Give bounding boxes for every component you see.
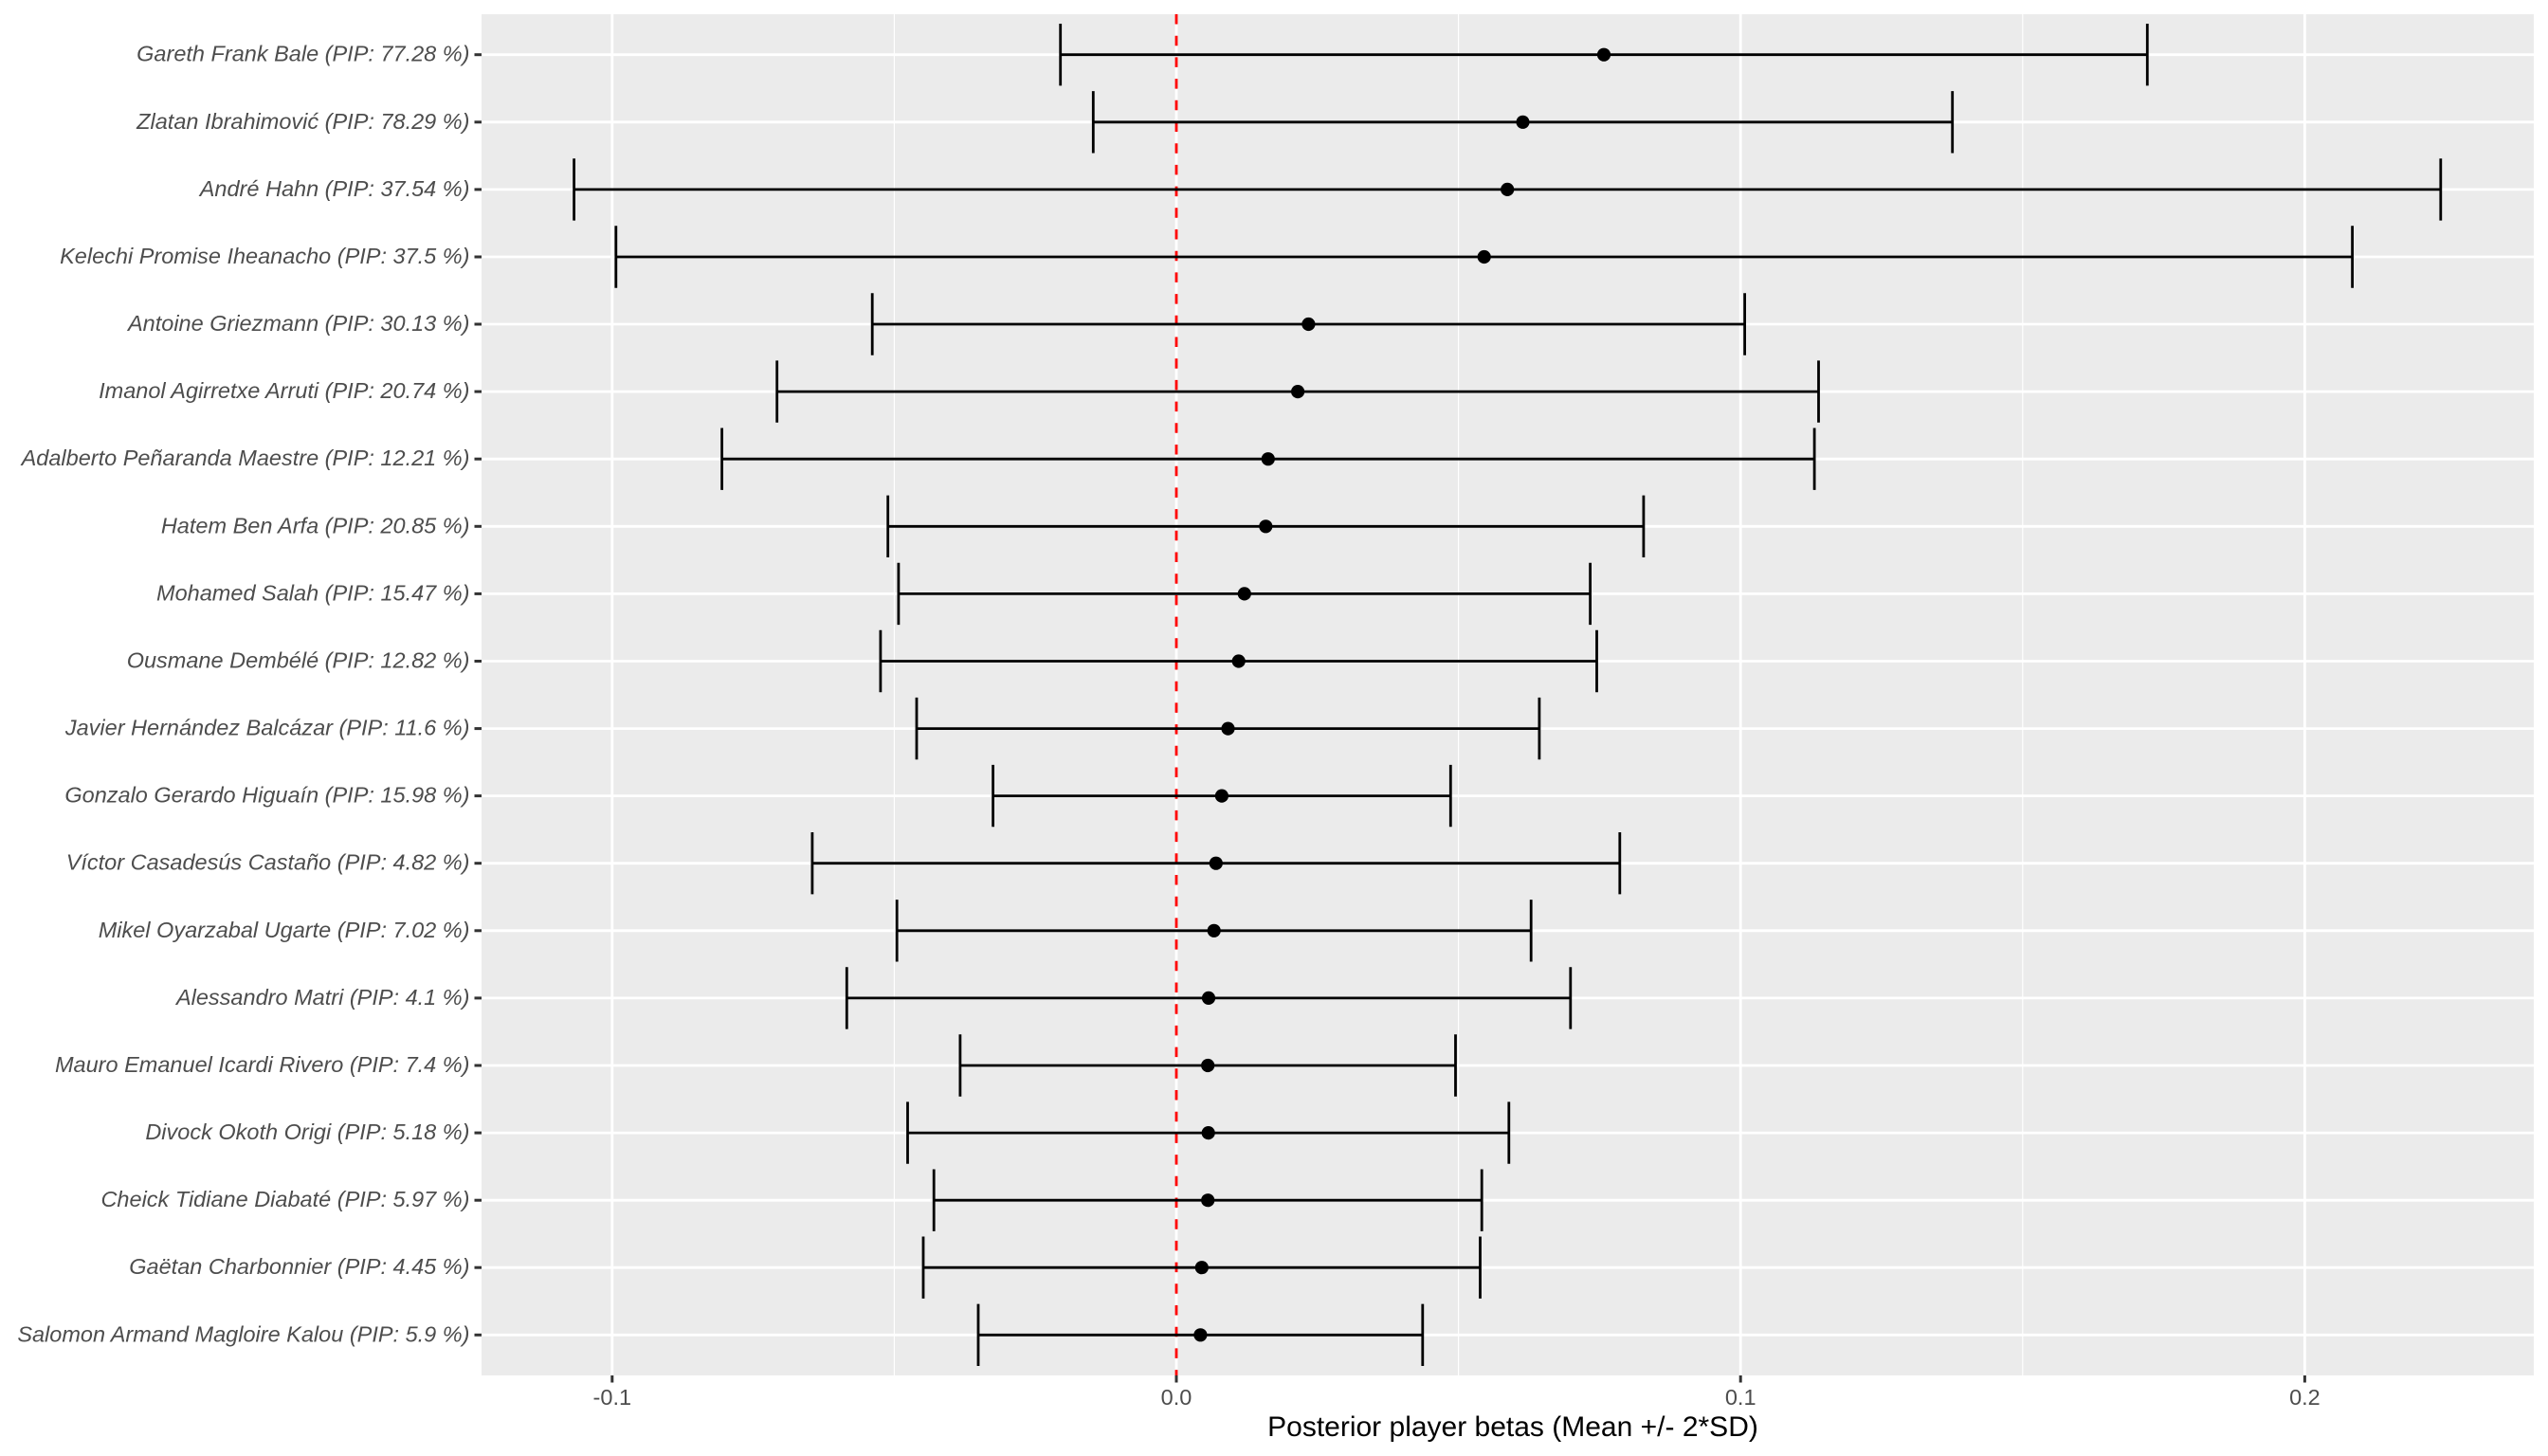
svg-text:Hatem Ben Arfa (PIP: 20.85 %): Hatem Ben Arfa (PIP: 20.85 %): [161, 513, 470, 537]
svg-text:Posterior player betas (Mean +: Posterior player betas (Mean +/- 2*SD): [1267, 1411, 1758, 1443]
svg-text:Gaëtan Charbonnier (PIP: 4.45: Gaëtan Charbonnier (PIP: 4.45 %): [129, 1254, 469, 1279]
svg-text:-0.1: -0.1: [593, 1385, 632, 1410]
svg-text:0.0: 0.0: [1161, 1385, 1192, 1410]
svg-text:Kelechi Promise Iheanacho (PIP: Kelechi Promise Iheanacho (PIP: 37.5 %): [60, 244, 469, 268]
svg-text:Salomon Armand Magloire Kalou: Salomon Armand Magloire Kalou (PIP: 5.9 …: [17, 1321, 469, 1346]
svg-text:André Hahn (PIP: 37.54 %): André Hahn (PIP: 37.54 %): [198, 176, 470, 201]
svg-text:Víctor Casadesús Castaño (PIP:: Víctor Casadesús Castaño (PIP: 4.82 %): [66, 850, 470, 875]
svg-text:Mauro Emanuel Icardi Rivero (P: Mauro Emanuel Icardi Rivero (PIP: 7.4 %): [55, 1052, 470, 1077]
svg-text:Imanol Agirretxe Arruti (PIP:: Imanol Agirretxe Arruti (PIP: 20.74 %): [99, 378, 469, 403]
svg-text:Mohamed Salah (PIP: 15.47 %): Mohamed Salah (PIP: 15.47 %): [156, 580, 469, 605]
svg-text:Ousmane Dembélé (PIP: 12.82 %): Ousmane Dembélé (PIP: 12.82 %): [127, 648, 470, 673]
svg-text:Cheick Tidiane Diabaté (PIP: 5: Cheick Tidiane Diabaté (PIP: 5.97 %): [100, 1187, 469, 1211]
svg-text:Alessandro Matri (PIP: 4.1 %): Alessandro Matri (PIP: 4.1 %): [174, 985, 470, 1010]
svg-text:Zlatan Ibrahimović (PIP: 78.29: Zlatan Ibrahimović (PIP: 78.29 %): [136, 109, 469, 134]
svg-text:0.1: 0.1: [1725, 1385, 1756, 1410]
svg-text:0.2: 0.2: [2289, 1385, 2320, 1410]
svg-text:Gonzalo Gerardo Higuaín (PIP:: Gonzalo Gerardo Higuaín (PIP: 15.98 %): [64, 783, 469, 808]
svg-text:Javier Hernández Balcázar (PIP: Javier Hernández Balcázar (PIP: 11.6 %): [64, 716, 470, 740]
svg-text:Gareth Frank Bale (PIP: 77.28: Gareth Frank Bale (PIP: 77.28 %): [136, 42, 469, 66]
svg-text:Divock Okoth Origi (PIP: 5.18: Divock Okoth Origi (PIP: 5.18 %): [145, 1119, 469, 1144]
svg-text:Adalberto Peñaranda Maestre (P: Adalberto Peñaranda Maestre (PIP: 12.21 …: [20, 446, 470, 470]
svg-text:Antoine Griezmann (PIP: 30.13: Antoine Griezmann (PIP: 30.13 %): [126, 311, 470, 336]
svg-text:Mikel Oyarzabal Ugarte (PIP: 7: Mikel Oyarzabal Ugarte (PIP: 7.02 %): [99, 918, 470, 942]
